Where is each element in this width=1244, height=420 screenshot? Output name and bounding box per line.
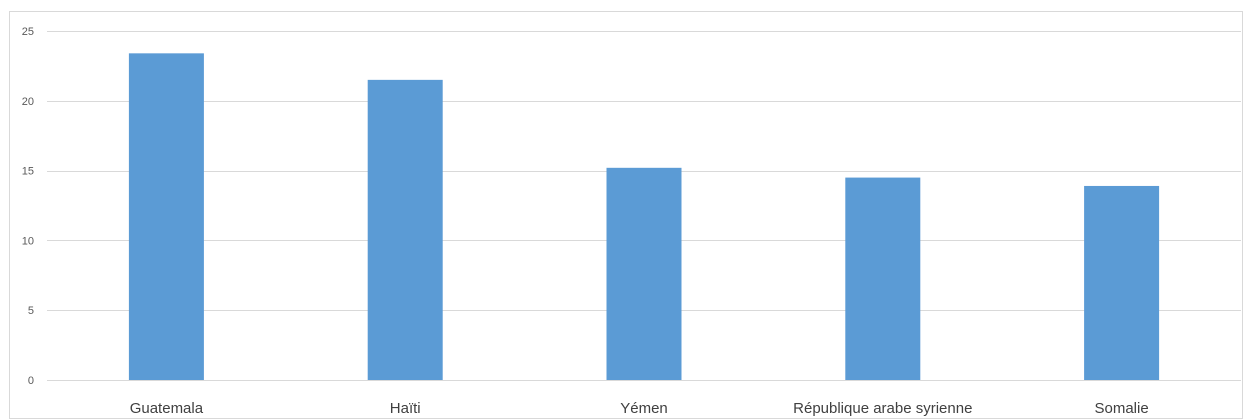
y-tick-label: 5 [28, 305, 34, 317]
y-tick-label: 20 [22, 96, 34, 108]
x-category-label: Guatemala [130, 400, 204, 417]
y-tick-label: 10 [22, 235, 34, 247]
x-category-label: Haïti [390, 400, 421, 417]
x-axis-labels: Guatemala Haïti Yémen République arabe syri… [130, 400, 1149, 417]
bar [606, 167, 682, 380]
bars [128, 53, 1160, 381]
bar [367, 79, 443, 381]
y-tick-label: 0 [28, 375, 34, 387]
y-tick-label: 15 [22, 166, 34, 178]
y-axis-ticks: 0 5 10 15 20 25 [22, 26, 34, 387]
x-category-label: Yémen [620, 400, 668, 417]
bar [1084, 185, 1160, 380]
x-category-label: Somalie [1094, 400, 1148, 417]
gridlines [47, 31, 1241, 381]
x-category-label: République arabe syrienne [793, 400, 972, 417]
bar [128, 53, 204, 380]
y-tick-label: 25 [22, 26, 34, 38]
bar [845, 177, 921, 380]
